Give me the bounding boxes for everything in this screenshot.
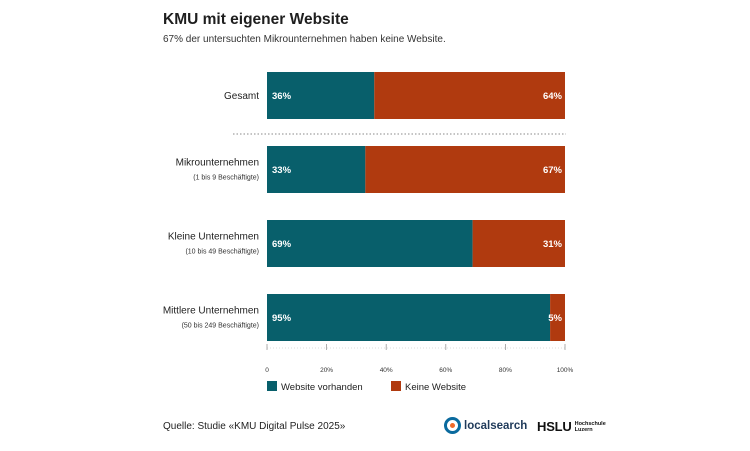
legend-label-no-website: Keine Website [405, 382, 466, 393]
x-tick-label: 0 [265, 367, 269, 374]
bar-data-label: 33% [272, 165, 292, 176]
x-tick-label: 20% [320, 367, 333, 374]
x-tick-label: 80% [499, 367, 512, 374]
hslu-logo-sub-line1: Hochschule [574, 420, 606, 427]
bar-data-label: 31% [543, 239, 563, 250]
bar-no-website-segment [374, 72, 565, 119]
category-sublabel: (50 bis 249 Beschäftigte) [182, 323, 259, 330]
legend-swatch-no-website [391, 381, 401, 391]
bar-data-label: 69% [272, 239, 292, 250]
stacked-bar-chart: Gesamt 36% 64% Mikrounternehmen (1 bis 9 Bes… [163, 72, 574, 393]
hslu-logo-sub-line2: Luzern [574, 426, 593, 433]
localsearch-mark-icon [444, 417, 461, 434]
source-note: Quelle: Studie «KMU Digital Pulse 2025» [163, 421, 346, 432]
bar-website-segment [267, 294, 551, 341]
category-label: Kleine Unternehmen [168, 232, 259, 243]
hslu-logo-sub: Hochschule Luzern [575, 421, 606, 433]
hslu-logo: HSLU Hochschule Luzern [537, 419, 606, 434]
legend-swatch-website [267, 381, 277, 391]
bar-data-label: 64% [543, 91, 563, 102]
hslu-logo-main: HSLU [537, 419, 572, 434]
category-label: Mikrounternehmen [176, 158, 259, 169]
chart-title: KMU mit eigener Website [163, 11, 349, 28]
bar-website-segment [267, 146, 366, 193]
bar-no-website-segment [365, 146, 565, 193]
x-tick-label: 40% [380, 367, 393, 374]
localsearch-logo-text: localsearch [464, 419, 528, 432]
bar-data-label: 36% [272, 91, 292, 102]
legend-label-website: Website vorhanden [281, 382, 363, 393]
bar-website-segment [267, 220, 473, 267]
x-tick-label: 60% [439, 367, 452, 374]
category-sublabel: (10 bis 49 Beschäftigte) [185, 249, 259, 256]
category-label: Gesamt [224, 91, 259, 102]
bar-data-label: 5% [548, 313, 562, 324]
bar-data-label: 67% [543, 165, 563, 176]
category-label: Mittlere Unternehmen [163, 306, 259, 317]
bar-no-website-segment [550, 294, 565, 341]
localsearch-logo: localsearch [444, 417, 527, 434]
bar-data-label: 95% [272, 313, 292, 324]
x-tick-label: 100% [557, 367, 574, 374]
bar-website-segment [267, 72, 375, 119]
category-sublabel: (1 bis 9 Beschäftigte) [193, 175, 259, 182]
chart-subtitle: 67% der untersuchten Mikrounternehmen ha… [163, 34, 446, 45]
bar-no-website-segment [472, 220, 565, 267]
